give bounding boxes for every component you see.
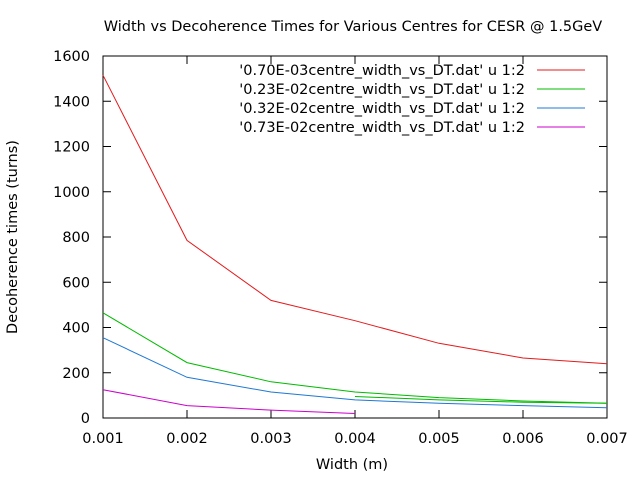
y-axis-label: Decoherence times (turns) <box>5 140 21 334</box>
legend-label-4: '0.73E-02centre_width_vs_DT.dat' u 1:2 <box>239 120 525 136</box>
y-tick-label: 400 <box>62 321 90 337</box>
legend: '0.70E-03centre_width_vs_DT.dat' u 1:2 '0… <box>239 63 585 136</box>
x-axis-label: Width (m) <box>316 457 388 473</box>
y-tick-label: 0 <box>81 411 90 427</box>
legend-label-3: '0.32E-02centre_width_vs_DT.dat' u 1:2 <box>239 101 525 117</box>
y-tick-label: 800 <box>62 230 90 246</box>
series-line-2 <box>102 312 608 404</box>
y-tick-label: 1200 <box>53 140 90 156</box>
series-line-4 <box>102 389 356 414</box>
series-line-3 <box>102 337 608 409</box>
series-line-2-extra <box>354 396 608 404</box>
y-tick-label: 1400 <box>53 94 90 110</box>
y-tick-label: 600 <box>62 275 90 291</box>
x-tick-label: 0.007 <box>586 431 628 447</box>
x-tick-label: 0.004 <box>334 431 376 447</box>
x-tick-label: 0.001 <box>82 431 124 447</box>
legend-label-1: '0.70E-03centre_width_vs_DT.dat' u 1:2 <box>239 63 525 79</box>
y-tick-label: 200 <box>62 366 90 382</box>
y-tick-label: 1600 <box>53 49 90 65</box>
series-line-1 <box>102 74 608 365</box>
x-axis-ticks: 0.001 0.002 0.003 0.004 0.005 0.006 0.007 <box>82 56 628 447</box>
y-tick-label: 1000 <box>53 185 90 201</box>
series-lines <box>102 74 608 414</box>
x-tick-label: 0.006 <box>502 431 544 447</box>
chart-title: Width vs Decoherence Times for Various C… <box>104 19 603 35</box>
legend-label-2: '0.23E-02centre_width_vs_DT.dat' u 1:2 <box>239 82 525 98</box>
x-tick-label: 0.003 <box>250 431 292 447</box>
y-axis-ticks: 0 200 400 600 800 1000 1200 1400 1600 <box>53 49 607 427</box>
x-tick-label: 0.005 <box>418 431 460 447</box>
x-tick-label: 0.002 <box>166 431 208 447</box>
